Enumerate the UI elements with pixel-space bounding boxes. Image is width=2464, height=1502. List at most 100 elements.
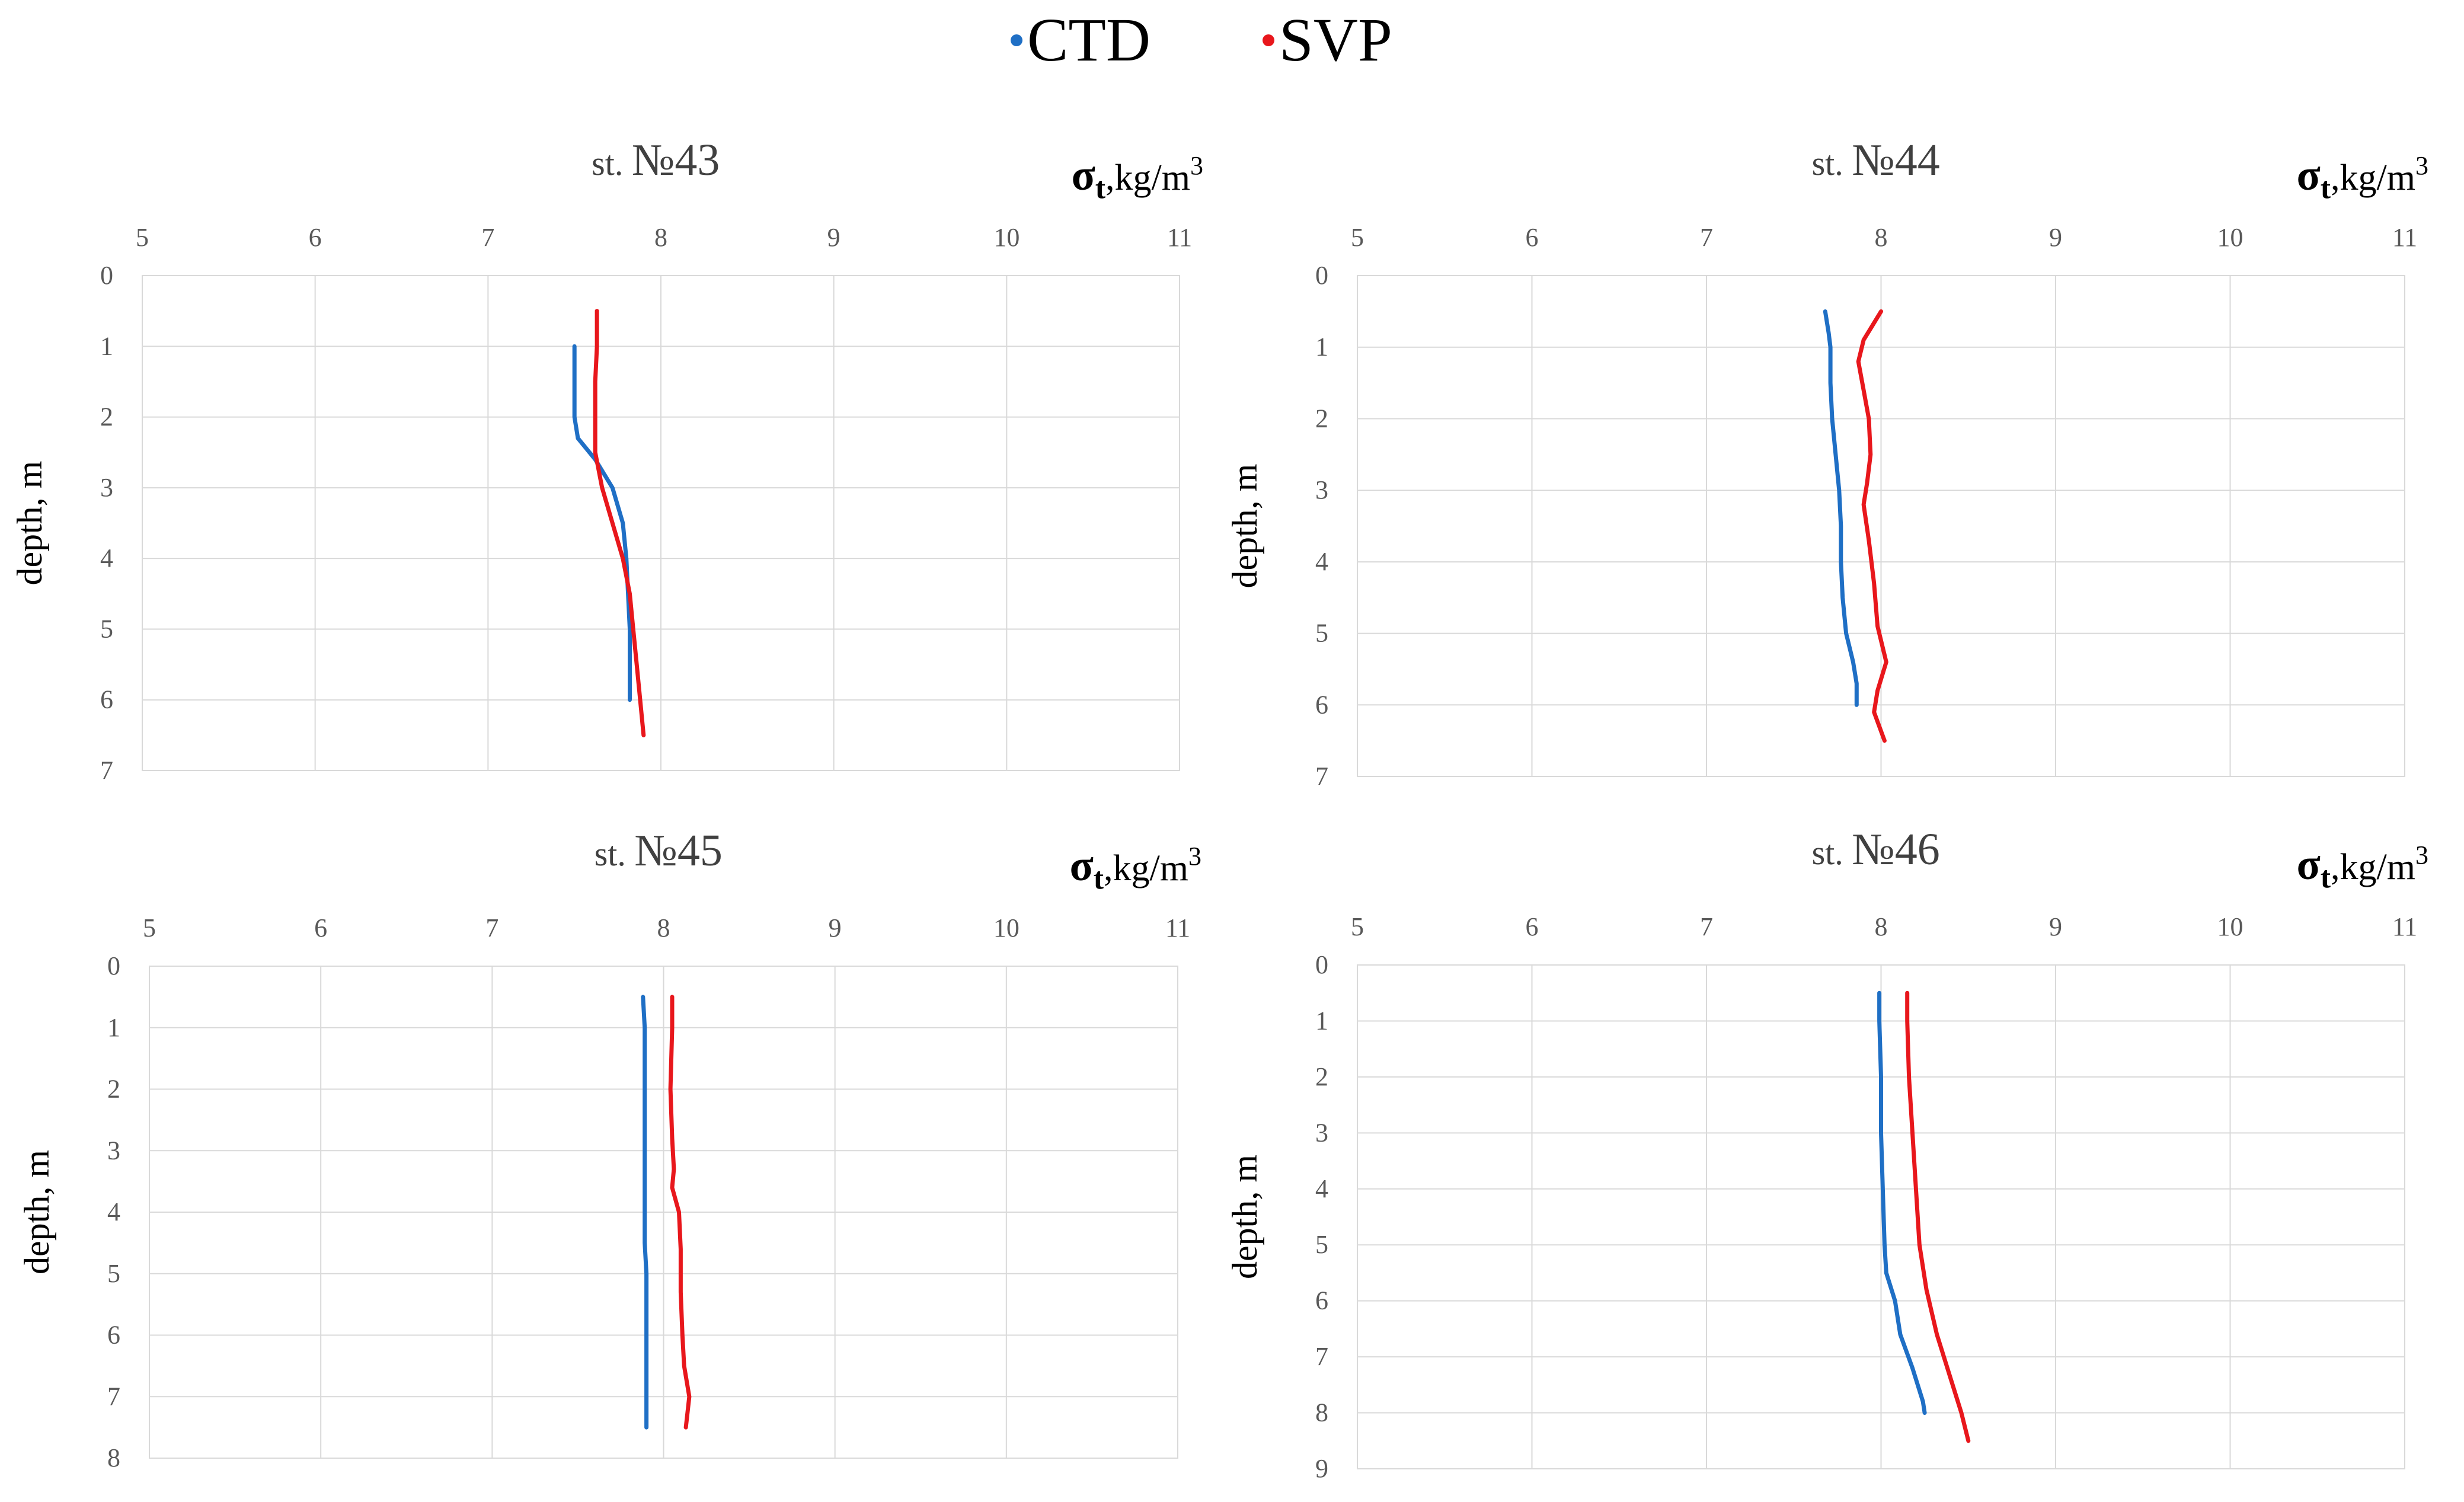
x-tick-label: 8	[1875, 912, 1888, 941]
y-tick-label: 5	[1315, 1230, 1328, 1259]
y-tick-label: 0	[1315, 950, 1328, 979]
chart-title: st. №43	[592, 135, 720, 185]
chart-station-44: 5 6 7 8 9 10 11 0 1 2 3 4 5 6 7 st. №44 σt,kg/m3 depth, m	[1225, 124, 2464, 791]
chart-title: st. №44	[1812, 135, 1940, 185]
x-axis-label-unit: ,kg/m	[2331, 158, 2415, 198]
y-tick-label: 0	[100, 261, 113, 290]
y-axis-label: depth, m	[1225, 1155, 1264, 1279]
y-tick-label: 2	[1315, 1062, 1328, 1091]
x-tick-label: 7	[1700, 223, 1713, 252]
x-axis-label-symbol: σ	[1069, 842, 1093, 890]
chart-title: st. №45	[595, 826, 723, 875]
x-axis-label: σt,kg/m3	[2296, 841, 2428, 894]
y-tick-label: 1	[1315, 333, 1328, 362]
x-tick-label: 10	[2217, 223, 2244, 252]
legend: CTD SVP	[0, 5, 2464, 76]
x-axis-label: σt,kg/m3	[1071, 151, 1203, 205]
x-tick-label: 5	[136, 223, 149, 252]
x-tick-label: 7	[485, 913, 498, 942]
x-tick-label: 10	[993, 913, 1020, 942]
chart-station-45: 5 6 7 8 9 10 11 0 1 2 3 4 5 6 7 8 st. №45 σt,kg/m3 depth, …	[0, 818, 1227, 1499]
y-tick-label: 3	[1315, 475, 1328, 504]
y-tick-label: 9	[1315, 1454, 1328, 1483]
chart-title-prefix: st.	[1812, 833, 1852, 872]
x-tick-label: 6	[1526, 223, 1539, 252]
y-tick-label: 7	[100, 756, 113, 785]
y-tick-label: 6	[100, 685, 113, 714]
chart-station-43: 5 6 7 8 9 10 11 0 1 2 3 4 5 6 7 st. №43 σt,kg/m3 depth, m	[0, 124, 1227, 788]
y-axis-label: depth, m	[10, 461, 49, 586]
y-tick-label: 6	[1315, 1286, 1328, 1315]
legend-label-svp: SVP	[1279, 6, 1392, 74]
y-tick-label: 2	[100, 402, 113, 432]
x-axis-label-subscript: t	[2321, 171, 2331, 205]
x-tick-label: 11	[2392, 912, 2417, 941]
y-tick-label: 4	[1315, 1174, 1328, 1203]
x-tick-label: 9	[829, 913, 842, 942]
x-axis-label: σt,kg/m3	[2296, 151, 2428, 205]
series-line-svp	[1905, 990, 1971, 1443]
x-axis-label-subscript: t	[2321, 861, 2331, 894]
legend-label-ctd: CTD	[1027, 6, 1150, 74]
y-tick-label: 5	[100, 614, 113, 643]
x-axis-label-unit: ,kg/m	[1105, 158, 1190, 198]
x-axis-label-superscript: 3	[1190, 151, 1203, 180]
x-tick-label: 7	[1700, 912, 1713, 941]
x-tick-label: 10	[2217, 912, 2244, 941]
series-line-ctd	[1823, 309, 1859, 707]
series-line-ctd	[641, 995, 649, 1430]
y-tick-label: 0	[107, 951, 120, 980]
y-tick-label: 3	[100, 473, 113, 502]
chart-title: st. №46	[1812, 824, 1940, 874]
y-tick-label: 3	[107, 1136, 120, 1165]
y-tick-label: 5	[107, 1259, 120, 1288]
y-tick-label: 0	[1315, 261, 1328, 290]
x-axis-label-subscript: t	[1095, 171, 1106, 205]
chart-title-number: №45	[634, 826, 723, 875]
chart-title-number: №43	[632, 135, 720, 185]
x-tick-label: 6	[314, 913, 327, 942]
y-tick-label: 7	[107, 1382, 120, 1411]
x-axis-label-symbol: σ	[2296, 151, 2320, 200]
x-tick-label: 11	[1167, 223, 1192, 252]
series-line-svp	[668, 995, 692, 1430]
x-axis-label-symbol: σ	[1071, 151, 1095, 200]
y-tick-label: 4	[100, 544, 113, 573]
chart-title-prefix: st.	[592, 144, 632, 183]
series-line-svp	[593, 309, 646, 737]
x-tick-label: 8	[1875, 223, 1888, 252]
y-tick-label: 6	[107, 1321, 120, 1350]
x-tick-label: 10	[993, 223, 1020, 252]
y-tick-label: 5	[1315, 619, 1328, 648]
y-tick-label: 7	[1315, 762, 1328, 791]
y-tick-label: 3	[1315, 1118, 1328, 1147]
x-tick-label: 5	[143, 913, 156, 942]
x-tick-label: 8	[654, 223, 667, 252]
x-tick-label: 9	[2049, 912, 2062, 941]
legend-marker-svp	[1263, 34, 1274, 46]
chart-title-prefix: st.	[595, 835, 635, 873]
y-axis-label: depth, m	[17, 1150, 56, 1274]
x-axis-label-subscript: t	[1094, 862, 1104, 896]
y-tick-label: 2	[107, 1075, 120, 1104]
y-tick-label: 2	[1315, 404, 1328, 433]
x-tick-label: 5	[1351, 223, 1364, 252]
chart-station-46: 5 6 7 8 9 10 11 0 1 2 3 4 5 6 7 8 9 st. №46 σt,kg/m3 depth,…	[1225, 818, 2464, 1499]
x-tick-label: 9	[827, 223, 840, 252]
x-axis-label-superscript: 3	[2415, 841, 2428, 870]
x-axis-label-superscript: 3	[2415, 151, 2428, 180]
x-axis-label-unit: ,kg/m	[2331, 847, 2415, 887]
x-tick-label: 11	[2392, 223, 2417, 252]
x-axis-label-symbol: σ	[2296, 841, 2320, 889]
legend-item-svp: SVP	[1263, 5, 1392, 76]
y-axis-label: depth, m	[1225, 464, 1264, 589]
chart-title-number: №46	[1852, 824, 1940, 874]
chart-title-prefix: st.	[1812, 144, 1852, 183]
series-line-ctd	[1877, 990, 1927, 1415]
y-tick-label: 8	[107, 1443, 120, 1472]
y-tick-label: 4	[1315, 547, 1328, 576]
x-axis-label-superscript: 3	[1188, 842, 1201, 871]
